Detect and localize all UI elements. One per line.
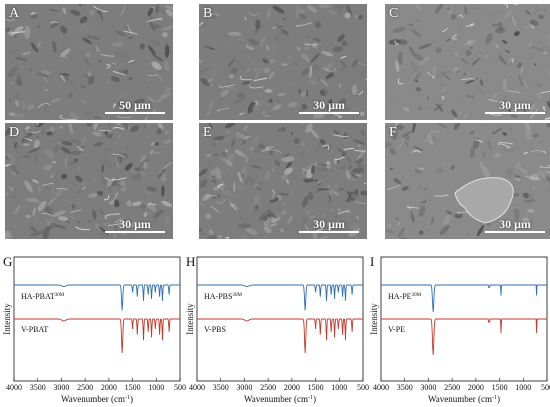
scale-bar-line [485, 231, 545, 233]
series-line-virgin [381, 318, 547, 356]
x-tick-label: 2000 [468, 383, 484, 392]
series-label: HA-PBAT30M [21, 292, 65, 301]
x-tick-label: 2000 [101, 383, 117, 392]
sem-micrograph-texture [5, 4, 173, 120]
panel-letter: C [389, 6, 399, 21]
scale-bar-line [299, 112, 359, 114]
scale-bar: 30 μm [485, 99, 545, 114]
x-tick-label: 3000 [53, 383, 69, 392]
x-tick-label: 500 [541, 383, 550, 392]
series-line-virgin [14, 318, 180, 354]
panel-letter: F [389, 125, 397, 140]
series-label: V-PBAT [21, 325, 48, 334]
series-line-virgin [197, 318, 363, 354]
sem-image-a: A 50 μm [5, 4, 173, 120]
scale-bar-line [299, 231, 359, 233]
sem-micrograph-texture [385, 123, 550, 239]
x-tick-label: 1500 [308, 383, 324, 392]
series-line-treated [14, 284, 180, 311]
x-tick-label: 1500 [125, 383, 141, 392]
x-tick-label: 2500 [260, 383, 276, 392]
y-axis-title: Intensity [2, 303, 12, 335]
x-tick-label: 3500 [30, 383, 46, 392]
series-label: HA-PBS30M [204, 292, 242, 301]
sem-image-e: E 30 μm [199, 123, 367, 239]
x-axis-title: Wavenumber (cm-1) [244, 394, 316, 404]
panel-letter: A [9, 6, 20, 21]
x-tick-label: 500 [174, 383, 186, 392]
scale-bar-label: 30 μm [313, 217, 345, 231]
x-tick-label: 1000 [148, 383, 164, 392]
x-tick-label: 3000 [420, 383, 436, 392]
series-label: V-PE [388, 325, 405, 334]
panel-letter: D [9, 125, 20, 140]
scale-bar-line [485, 112, 545, 114]
x-tick-label: 3500 [213, 383, 229, 392]
scale-bar: 30 μm [299, 99, 359, 114]
y-axis-title: Intensity [185, 303, 195, 335]
x-axis-title: Wavenumber (cm-1) [428, 394, 500, 404]
panel-letter: B [203, 6, 213, 21]
scale-bar: 50 μm [105, 99, 165, 114]
x-axis-title: Wavenumber (cm-1) [61, 394, 133, 404]
x-tick-label: 1500 [492, 383, 508, 392]
x-tick-label: 1000 [515, 383, 531, 392]
scale-bar: 30 μm [485, 218, 545, 233]
x-tick-label: 2500 [77, 383, 93, 392]
ir-spectrum-plot: 4000 3500 3000 2500 2000 1500 1000 500 Wavenumbe… [369, 256, 550, 404]
scale-bar: 30 μm [105, 218, 165, 233]
series-line-treated [381, 284, 547, 313]
series-line-treated [197, 284, 363, 311]
x-tick-label: 1000 [331, 383, 347, 392]
panel-letter: H [186, 254, 196, 269]
x-tick-label: 500 [357, 383, 369, 392]
x-tick-label: 4000 [189, 383, 205, 392]
x-tick-label: 2000 [284, 383, 300, 392]
scale-bar-label: 30 μm [313, 98, 345, 112]
sem-image-f: F 30 μm [385, 123, 550, 239]
sem-image-d: D 30 μm [5, 123, 173, 239]
x-tick-label: 4000 [373, 383, 389, 392]
scale-bar-label: 30 μm [499, 217, 531, 231]
panel-letter: E [203, 125, 212, 140]
x-tick-label: 3500 [397, 383, 413, 392]
ir-spectrum-plot: 4000 3500 3000 2500 2000 1500 1000 500 Wavenumbe… [2, 256, 186, 404]
y-axis-title: Intensity [369, 303, 379, 335]
ir-spectrum-plot: 4000 3500 3000 2500 2000 1500 1000 500 Wavenumbe… [185, 256, 369, 404]
scale-bar-label: 30 μm [119, 217, 151, 231]
scale-bar-label: 30 μm [499, 98, 531, 112]
scale-bar: 30 μm [299, 218, 359, 233]
series-label: V-PBS [204, 325, 226, 334]
x-tick-label: 4000 [6, 383, 22, 392]
scale-bar-line [105, 112, 165, 114]
panel-letter: G [3, 254, 13, 269]
sem-micrograph-texture [5, 123, 173, 239]
x-tick-label: 3000 [236, 383, 252, 392]
sem-image-b: B 30 μm [199, 4, 367, 120]
sem-micrograph-texture [199, 123, 367, 239]
panel-letter: I [370, 254, 375, 269]
series-label: HA-PE30M [388, 292, 422, 301]
scale-bar-line [105, 231, 165, 233]
scale-bar-label: 50 μm [119, 98, 151, 112]
x-tick-label: 2500 [444, 383, 460, 392]
